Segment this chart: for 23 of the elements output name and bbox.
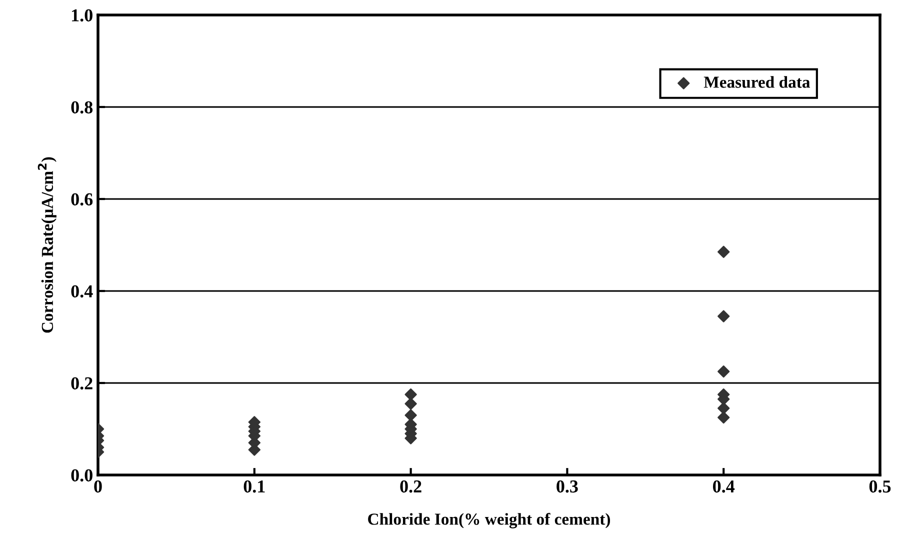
x-tick-label: 0.5 bbox=[869, 480, 891, 493]
x-axis-title: Chloride Ion(% weight of cement) bbox=[368, 512, 610, 528]
y-tick-label: 0.8 bbox=[71, 101, 93, 114]
y-tick-label: 1.0 bbox=[72, 9, 92, 22]
point bbox=[718, 411, 730, 424]
x-tick-label: 0.2 bbox=[400, 480, 422, 493]
point bbox=[718, 402, 730, 414]
y-tick-label: 0.6 bbox=[71, 193, 93, 206]
y-tick-label: 0.4 bbox=[71, 285, 93, 298]
y-axis-title: Corrosion Rate(μA/cm$^{2}$) bbox=[38, 157, 56, 333]
x-tick-label: 0.3 bbox=[556, 480, 578, 493]
legend-label: Measured data bbox=[704, 76, 810, 88]
y-tick-label: 0.2 bbox=[71, 377, 92, 390]
x-tick-label: 0.4 bbox=[713, 480, 735, 493]
point bbox=[718, 365, 730, 378]
point bbox=[404, 388, 417, 401]
point bbox=[718, 310, 730, 322]
x-tick-label: 0.1 bbox=[244, 480, 265, 493]
x-tick-label: 0 bbox=[94, 480, 102, 493]
point bbox=[404, 409, 417, 422]
point bbox=[404, 398, 417, 410]
point bbox=[718, 246, 730, 258]
y-tick-label: 0.0 bbox=[71, 469, 92, 482]
